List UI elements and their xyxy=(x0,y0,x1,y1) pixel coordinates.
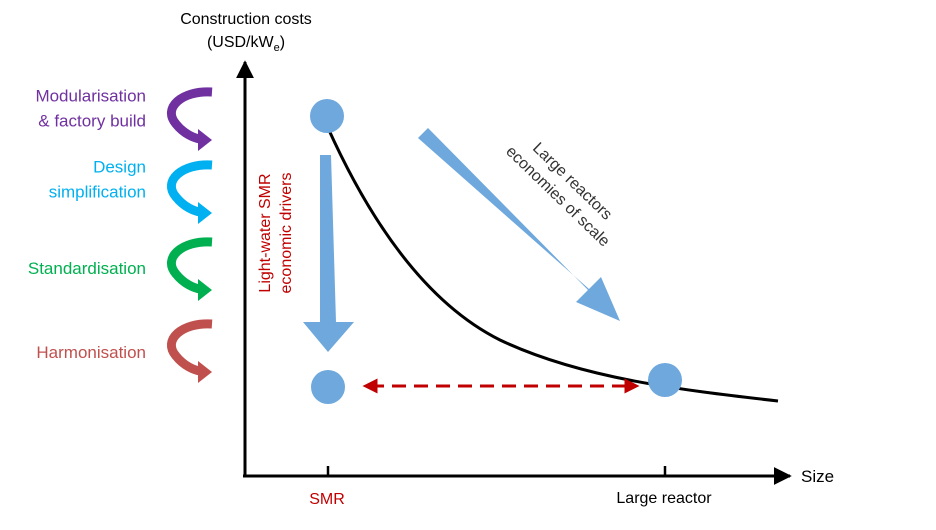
driver-arrow-standardisation xyxy=(167,237,213,294)
y-axis-title-line2: (USD/kWe) xyxy=(207,34,285,54)
driver-arrow-modularisation-factory-build xyxy=(167,87,213,144)
driver-label-harmonisation: Harmonisation xyxy=(36,343,146,362)
driver-arrowhead-design-simplification xyxy=(198,202,212,224)
x-tick-label-large: Large reactor xyxy=(616,490,712,507)
driver-arrowhead-harmonisation xyxy=(198,361,212,383)
driver-arrowhead-modularisation-factory-build xyxy=(198,129,212,151)
large-reactor-cost-point xyxy=(648,363,682,397)
driver-label-standardisation: Standardisation xyxy=(28,259,146,278)
driver-list: Modularisation & factory build Design simpl… xyxy=(28,87,213,383)
driver-arrow-harmonisation xyxy=(167,319,213,376)
x-axis-title: Size xyxy=(801,467,834,486)
smr-reduced-cost-point xyxy=(311,370,345,404)
driver-arrow-design-simplification xyxy=(167,160,213,217)
smr-drivers-arrow xyxy=(303,155,354,352)
x-tick-label-smr: SMR xyxy=(309,491,345,508)
driver-arrowhead-standardisation xyxy=(198,279,212,301)
cost-curve xyxy=(326,127,779,403)
driver-label-modularisation-factory-build: Modularisation & factory build xyxy=(35,87,146,131)
smr-drivers-label: Light-water SMR economic drivers xyxy=(257,173,295,294)
y-axis-title-line1: Construction costs xyxy=(180,11,312,28)
large-reactor-scale-arrow xyxy=(418,128,620,321)
driver-label-design-simplification: Design simplification xyxy=(49,158,146,202)
large-scale-label: Large reactorseconomies of scale xyxy=(502,128,627,251)
smr-initial-cost-point xyxy=(310,99,344,133)
